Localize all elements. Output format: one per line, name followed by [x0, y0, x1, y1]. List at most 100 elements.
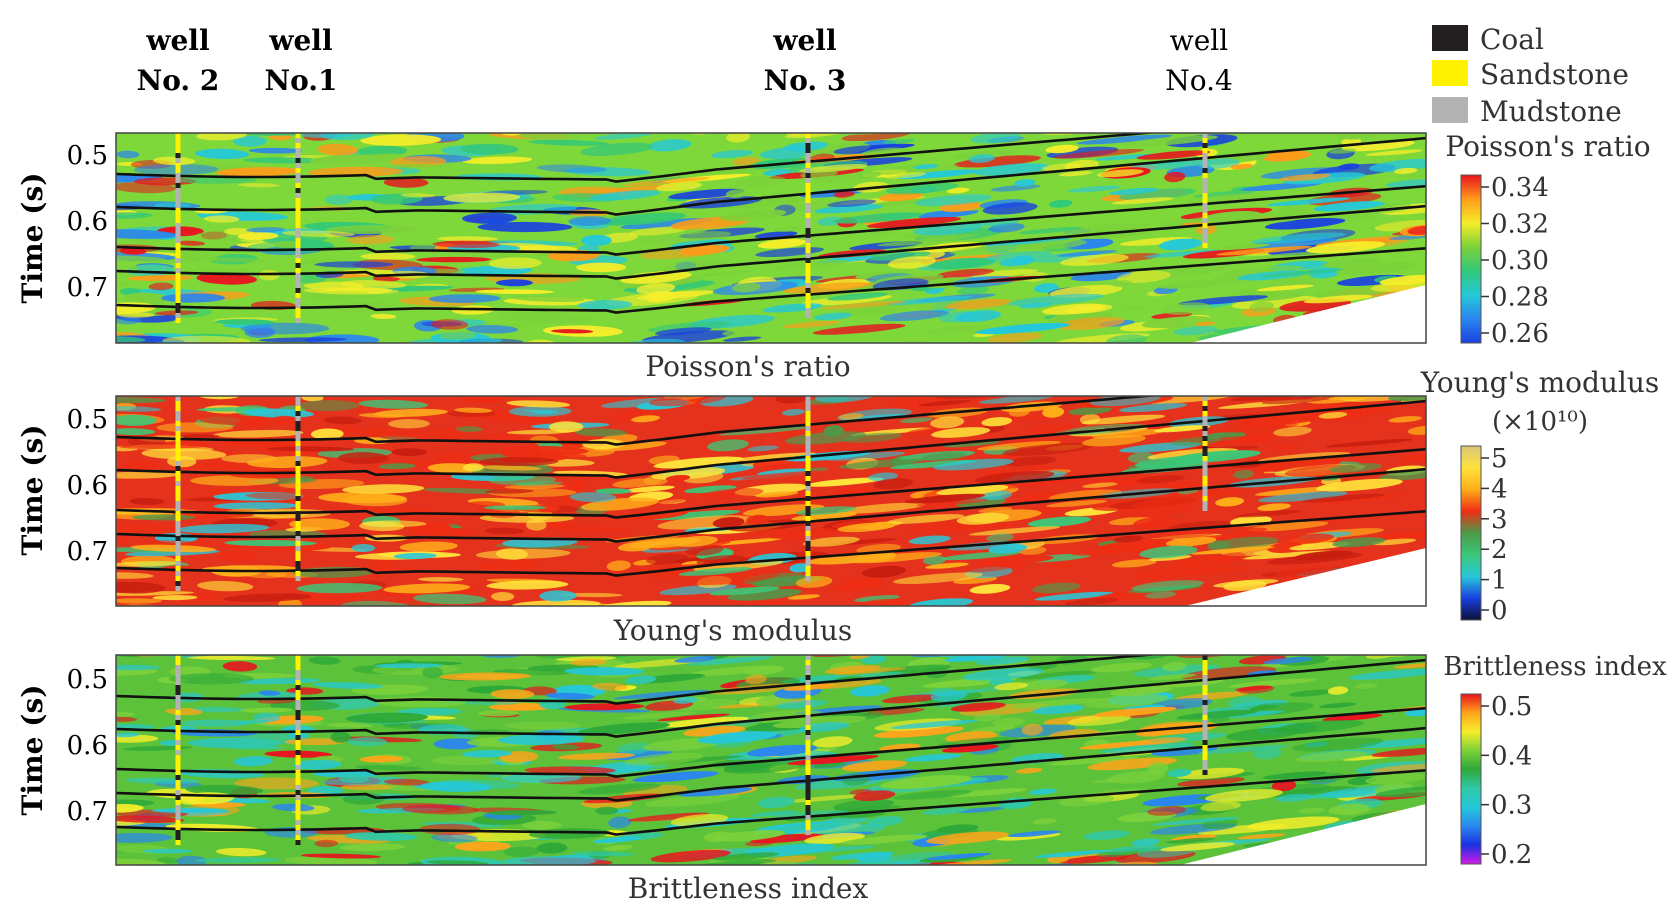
- well-lithology-cell: [175, 526, 181, 531]
- section-texture-mark: [896, 169, 981, 180]
- section-texture-mark: [1111, 559, 1157, 568]
- section-texture-mark: [154, 202, 192, 209]
- section-texture-mark: [1261, 396, 1337, 405]
- section-texture-mark: [301, 853, 381, 859]
- section-texture-mark: [774, 226, 800, 232]
- section-texture-mark: [310, 368, 383, 380]
- section-texture-mark: [552, 744, 579, 750]
- section-texture-mark: [665, 474, 691, 482]
- section-texture-mark: [914, 619, 954, 631]
- well-lithology-cell: [295, 815, 301, 820]
- section-texture-mark: [245, 878, 266, 884]
- section-texture-mark: [632, 771, 719, 783]
- section-texture-mark: [1115, 360, 1149, 368]
- section-texture-mark: [213, 502, 298, 510]
- section-texture-mark: [713, 852, 779, 861]
- well-lithology-cell: [295, 675, 301, 680]
- section-texture-mark: [175, 176, 257, 184]
- well-lithology-cell: [805, 456, 811, 461]
- section-texture-mark: [344, 832, 418, 841]
- section-texture-mark: [1131, 497, 1199, 510]
- section-texture-mark: [976, 441, 1061, 451]
- section-texture-mark: [1236, 510, 1302, 518]
- section-texture-mark: [199, 415, 272, 426]
- section-texture-mark: [631, 116, 671, 124]
- well-lithology-cell: [1202, 441, 1208, 446]
- section-texture-mark: [393, 552, 437, 560]
- section-texture-mark: [856, 598, 907, 606]
- section-texture-mark: [1370, 279, 1426, 292]
- section-texture-mark: [100, 637, 140, 645]
- section-texture-mark: [151, 369, 213, 383]
- panel-3-y-tick-0: 0.5: [67, 665, 108, 695]
- well-lithology-cell: [175, 313, 181, 318]
- section-texture-mark: [314, 261, 394, 268]
- lithology-legend: Coal Sandstone Mudstone: [1432, 23, 1629, 128]
- well-lithology-cell: [175, 441, 181, 446]
- section-texture-mark: [299, 359, 380, 372]
- section-texture-mark: [557, 98, 609, 105]
- section-texture-mark: [1369, 46, 1397, 57]
- section-texture-mark: [1071, 546, 1147, 556]
- section-texture-mark: [1105, 384, 1141, 394]
- section-texture-mark: [812, 762, 846, 768]
- section-texture-mark: [116, 533, 131, 544]
- section-texture-mark: [950, 702, 1006, 712]
- panel-2-y-tick-1: 0.6: [67, 471, 108, 501]
- well-lithology-cell: [175, 283, 181, 288]
- section-texture-mark: [263, 107, 289, 114]
- well-lithology-cell: [1202, 183, 1208, 188]
- section-texture-mark: [975, 656, 1030, 666]
- well-lithology-cell: [1202, 406, 1208, 411]
- well-lithology-cell: [1202, 720, 1208, 725]
- section-texture-mark: [440, 639, 532, 653]
- well-lithology-cell: [295, 810, 301, 815]
- well-lithology-cell: [1202, 416, 1208, 421]
- section-texture-mark: [1200, 801, 1242, 812]
- section-texture-mark: [1327, 686, 1349, 695]
- section-texture-mark: [616, 742, 653, 755]
- section-texture-mark: [1280, 37, 1369, 50]
- section-texture-mark: [541, 350, 600, 362]
- section-texture-mark: [215, 319, 275, 325]
- horizon-line: [116, 447, 1426, 519]
- well-lithology-cell: [1202, 213, 1208, 218]
- section-texture-mark: [537, 633, 566, 638]
- well-lithology-cell: [175, 531, 181, 536]
- well-lithology-cell: [175, 825, 181, 830]
- section-texture-mark: [384, 368, 474, 378]
- section-texture-mark: [333, 609, 383, 617]
- section-texture-mark: [253, 612, 336, 624]
- section-texture-mark: [1082, 482, 1118, 488]
- section-texture-mark: [808, 552, 895, 565]
- well-lithology-cell: [295, 566, 301, 571]
- section-texture-mark: [996, 868, 1055, 879]
- section-texture-mark: [1295, 627, 1389, 647]
- section-texture-mark: [983, 111, 1063, 128]
- well-lithology-cell: [175, 705, 181, 710]
- section-texture-mark: [887, 256, 936, 269]
- well-lithology-cell: [805, 183, 811, 188]
- section-texture-mark: [1348, 51, 1382, 58]
- section-texture-mark: [449, 354, 478, 366]
- well-lithology-cell: [295, 760, 301, 765]
- section-texture-mark: [531, 370, 626, 381]
- section-texture-mark: [1249, 301, 1275, 312]
- well-lithology-cell: [295, 456, 301, 461]
- section-texture-mark: [982, 202, 1038, 215]
- section-texture-mark: [838, 458, 925, 469]
- section-texture-mark: [1158, 238, 1202, 251]
- section-texture-mark: [557, 752, 635, 760]
- well-lithology-cell: [175, 571, 181, 576]
- section-texture-mark: [463, 643, 555, 649]
- section-texture-mark: [1375, 49, 1424, 64]
- section-texture-mark: [192, 372, 228, 383]
- well-lithology-cell: [175, 506, 181, 511]
- section-texture-mark: [437, 610, 493, 617]
- well-lithology-cell: [295, 213, 301, 218]
- section-texture-mark: [491, 591, 515, 602]
- well-lithology-cell: [295, 755, 301, 760]
- well-lithology-cell: [175, 665, 181, 670]
- well-lithology-cell: [1202, 238, 1208, 243]
- well-lithology-cell: [175, 760, 181, 765]
